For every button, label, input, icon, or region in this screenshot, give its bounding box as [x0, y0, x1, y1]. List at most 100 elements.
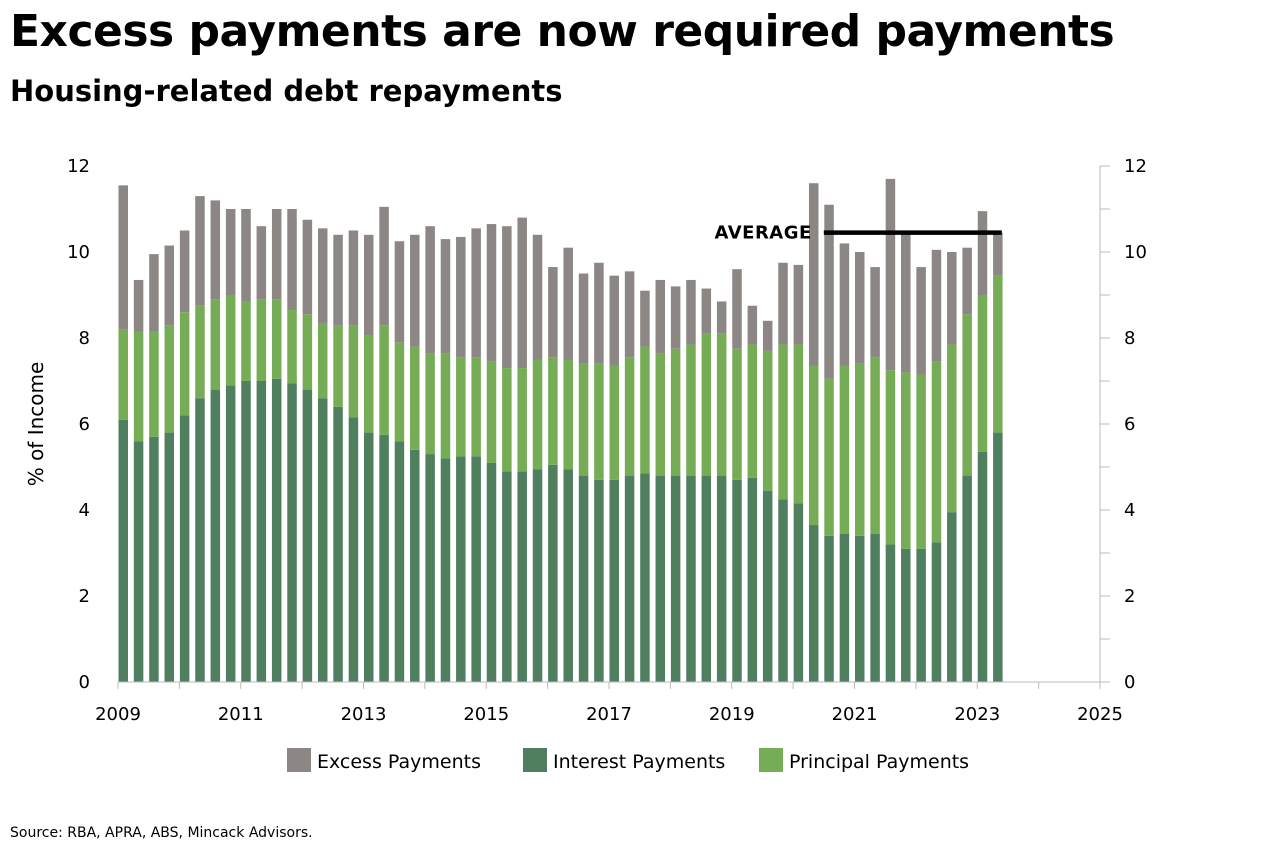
x-tick-label: 2021	[832, 704, 878, 725]
bar-interest-payments	[670, 475, 681, 682]
bar-interest-payments	[548, 464, 558, 682]
bar-principal-payments	[901, 372, 911, 549]
bar-interest-payments	[901, 548, 911, 682]
bar-excess-payments	[348, 230, 359, 326]
x-tick-label: 2023	[954, 704, 1000, 725]
bar-interest-payments	[333, 406, 343, 682]
bar-excess-payments	[164, 245, 175, 326]
bar-interest-payments	[179, 415, 190, 682]
bar-interest-payments	[164, 432, 175, 682]
y2-tick-label: 6	[1124, 414, 1135, 435]
bar-excess-payments	[855, 252, 865, 364]
bar-excess-payments	[210, 200, 221, 300]
bar-principal-payments	[287, 310, 297, 384]
legend-swatch	[287, 748, 311, 772]
bar-principal-payments	[793, 344, 804, 504]
legend-label: Principal Payments	[789, 751, 969, 773]
x-tick-label: 2017	[586, 704, 632, 725]
bar-excess-payments	[149, 254, 159, 332]
bar-excess-payments	[716, 301, 727, 334]
bar-interest-payments	[517, 471, 527, 682]
bar-interest-payments	[578, 475, 589, 682]
bar-principal-payments	[716, 333, 727, 476]
bar-principal-payments	[931, 361, 942, 543]
bar-interest-payments	[655, 475, 666, 682]
bar-interest-payments	[486, 462, 497, 682]
bar-principal-payments	[486, 361, 497, 463]
bar-principal-payments	[210, 299, 221, 390]
bar-principal-payments	[440, 353, 451, 459]
bar-excess-payments	[578, 273, 589, 364]
bar-interest-payments	[256, 381, 267, 682]
bar-interest-payments	[225, 385, 236, 682]
bar-principal-payments	[225, 295, 236, 386]
bar-principal-payments	[808, 365, 819, 526]
bar-principal-payments	[271, 299, 282, 379]
bar-principal-payments	[471, 357, 481, 457]
x-tick-label: 2013	[341, 704, 387, 725]
legend-label: Excess Payments	[317, 751, 481, 773]
bar-interest-payments	[149, 436, 159, 682]
bar-interest-payments	[808, 525, 819, 682]
y-tick-label: 10	[67, 242, 90, 263]
bar-interest-payments	[594, 479, 604, 682]
bar-excess-payments	[563, 247, 573, 360]
bar-excess-payments	[133, 279, 144, 332]
bar-interest-payments	[287, 383, 297, 682]
bar-interest-payments	[348, 417, 359, 682]
bar-principal-payments	[548, 357, 558, 465]
bar-principal-payments	[655, 353, 666, 476]
bar-excess-payments	[762, 320, 773, 351]
bar-principal-payments	[241, 301, 251, 381]
bar-principal-payments	[701, 333, 712, 476]
bars-layer	[118, 178, 1003, 682]
legend-swatch	[523, 748, 547, 772]
bar-interest-payments	[747, 477, 758, 682]
bar-principal-payments	[885, 370, 896, 545]
bar-principal-payments	[578, 363, 589, 476]
y-tick-label: 0	[79, 672, 90, 693]
chart-subtitle: Housing-related debt repayments	[10, 74, 563, 108]
bar-interest-payments	[210, 389, 221, 682]
y2-tick-label: 4	[1124, 500, 1135, 521]
bar-excess-payments	[225, 209, 236, 295]
bar-principal-payments	[179, 312, 190, 416]
bar-principal-payments	[456, 357, 466, 457]
bar-principal-payments	[118, 329, 128, 420]
y2-tick-label: 10	[1124, 242, 1147, 263]
bar-principal-payments	[517, 368, 527, 472]
x-tick-label: 2009	[95, 704, 141, 725]
bar-interest-payments	[624, 475, 635, 682]
bar-interest-payments	[440, 458, 451, 682]
bar-principal-payments	[563, 359, 573, 470]
bar-excess-payments	[701, 288, 712, 334]
bar-principal-payments	[624, 357, 635, 476]
bar-excess-payments	[548, 267, 558, 358]
bar-principal-payments	[855, 363, 865, 536]
bar-excess-payments	[456, 236, 466, 358]
bar-excess-payments	[778, 262, 788, 345]
y-tick-label: 2	[79, 586, 90, 607]
bar-excess-payments	[440, 239, 451, 354]
x-tick-label: 2019	[709, 704, 755, 725]
bar-excess-payments	[517, 217, 527, 369]
bar-interest-payments	[870, 533, 880, 682]
bar-interest-payments	[855, 535, 865, 682]
bar-principal-payments	[302, 314, 313, 390]
bar-principal-payments	[164, 325, 175, 433]
bar-excess-payments	[594, 262, 604, 364]
bar-excess-payments	[287, 209, 297, 311]
bar-excess-payments	[302, 219, 313, 315]
bar-excess-payments	[901, 230, 911, 373]
source-note: Source: RBA, APRA, ABS, Mincack Advisors…	[10, 825, 313, 841]
bar-excess-payments	[394, 241, 405, 343]
bar-principal-payments	[947, 344, 957, 513]
bar-excess-payments	[747, 305, 758, 345]
bar-principal-payments	[993, 275, 1003, 433]
bar-principal-payments	[962, 314, 972, 476]
chart-title: Excess payments are now required payment…	[10, 6, 1115, 57]
bar-excess-payments	[241, 209, 251, 302]
bar-principal-payments	[916, 374, 926, 549]
bar-principal-payments	[379, 325, 389, 435]
bar-interest-payments	[885, 544, 896, 682]
